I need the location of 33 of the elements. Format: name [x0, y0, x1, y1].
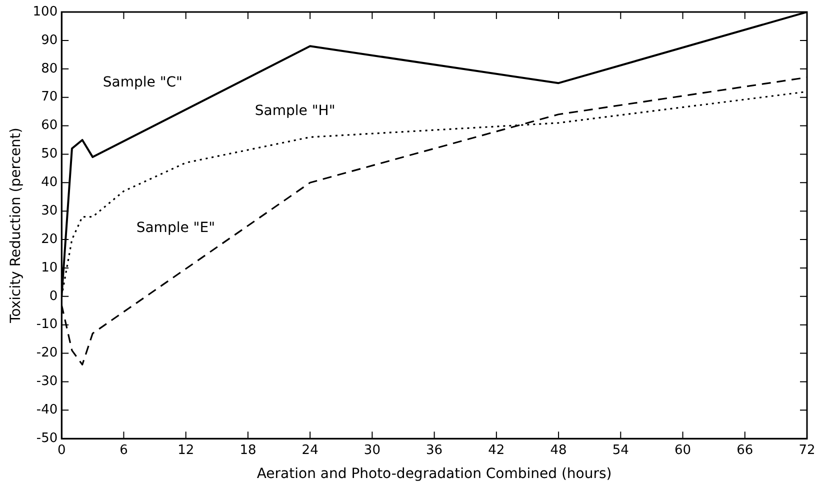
x-tick-label: 66 — [736, 442, 754, 458]
x-tick-label: 6 — [120, 442, 128, 458]
y-axis-title: Toxicity Reduction (percent) — [8, 128, 24, 324]
x-tick-label: 24 — [302, 442, 318, 458]
x-tick-label: 12 — [178, 442, 194, 458]
x-tick-label: 30 — [364, 442, 380, 458]
y-tick-label: 80 — [41, 61, 58, 76]
y-tick-label: -10 — [36, 317, 58, 332]
x-tick-label: 42 — [488, 442, 505, 458]
series-label: Sample "C" — [102, 74, 182, 91]
series-label: Sample "E" — [136, 220, 216, 236]
y-tick-label: 20 — [41, 232, 58, 247]
series-label: Sample "H" — [254, 102, 336, 119]
y-tick-label: 70 — [41, 90, 58, 105]
y-tick-label: -40 — [36, 402, 58, 418]
y-tick-label: 0 — [49, 288, 58, 304]
x-tick-label: 54 — [612, 442, 629, 458]
y-tick-label: -30 — [36, 374, 58, 390]
x-tick-label: 36 — [426, 442, 443, 458]
y-tick-label: 60 — [41, 118, 58, 134]
x-tick-label: 72 — [798, 442, 816, 458]
x-tick-label: 48 — [550, 442, 567, 458]
x-axis-title: Aeration and Photo-degradation Combined (hours) — [256, 466, 612, 482]
y-tick-label: 90 — [41, 32, 58, 48]
x-tick-label: 60 — [674, 442, 692, 458]
y-tick-label: 30 — [41, 203, 58, 218]
y-tick-label: 100 — [32, 4, 58, 20]
y-tick-label: -20 — [36, 346, 58, 361]
y-tick-label: 10 — [41, 260, 58, 276]
y-tick-label: 40 — [41, 175, 58, 190]
y-tick-label: 50 — [41, 146, 58, 162]
x-tick-label: 18 — [240, 442, 256, 458]
y-tick-label: -50 — [36, 430, 58, 446]
